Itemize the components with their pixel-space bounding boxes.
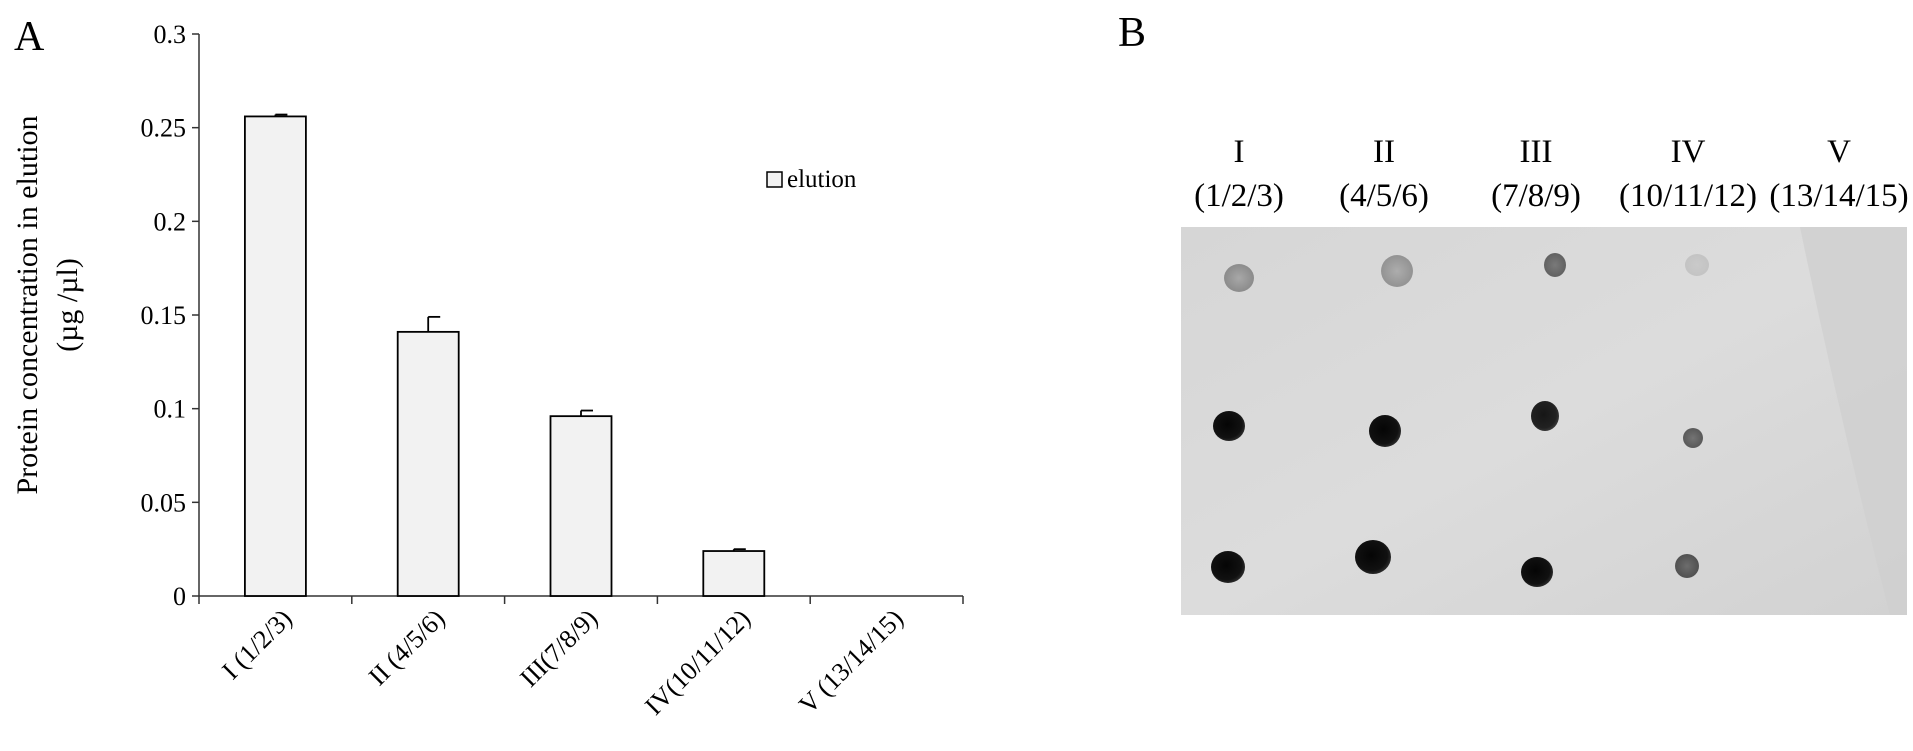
y-tick-label: 0.2	[154, 207, 187, 236]
y-axis-label: Protein concentration in elution (µg /µl…	[11, 115, 84, 494]
legend: elution	[766, 166, 857, 193]
blot-dot	[1224, 264, 1254, 292]
y-tick-label: 0.15	[141, 301, 187, 330]
x-tick-label: IV(10/11/12)	[639, 604, 756, 721]
x-tick-label: III(7/8/9)	[514, 604, 603, 693]
lane-numeral: V	[1827, 134, 1851, 170]
lane-numeral: IV	[1671, 134, 1706, 170]
dot-blot-membrane	[1181, 227, 1907, 615]
y-tick-label: 0.3	[154, 20, 187, 49]
legend-swatch	[766, 171, 783, 188]
blot-dot	[1213, 411, 1245, 441]
bar	[549, 415, 613, 597]
lane-numeral: III	[1520, 134, 1553, 170]
blot-dot	[1521, 557, 1553, 587]
bars	[243, 113, 766, 597]
bar	[396, 330, 460, 597]
y-tick-label: 0.25	[141, 114, 187, 143]
y-axis-label-line2: (µg /µl)	[51, 258, 84, 352]
panel-a-label: A	[14, 14, 45, 60]
membrane-shadow	[1800, 227, 1907, 615]
x-axis	[198, 595, 964, 604]
lane-fractions: (7/8/9)	[1491, 178, 1581, 214]
y-axis-label-line1: Protein concentration in elution	[11, 115, 44, 494]
lane-fractions: (13/14/15)	[1769, 178, 1908, 214]
bar	[702, 550, 766, 597]
bar	[243, 115, 307, 597]
y-axis: 0 0.05 0.1 0.15 0.2 0.25 0.3	[141, 20, 200, 611]
blot-dot	[1531, 401, 1559, 431]
x-tick-labels: I (1/2/3) II (4/5/6) III(7/8/9) IV(10/11/12…	[216, 604, 908, 721]
lane-numeral: II	[1373, 134, 1395, 170]
blot-dot	[1685, 254, 1709, 276]
y-tick-label: 0	[173, 582, 186, 611]
blot-dot	[1544, 253, 1566, 277]
dot-blot-lane-labels: I (1/2/3) II (4/5/6) III (7/8/9) IV (10/11/12) V…	[1194, 134, 1909, 214]
lane-fractions: (1/2/3)	[1194, 178, 1284, 214]
lane-fractions: (10/11/12)	[1619, 178, 1757, 214]
x-tick-label: V (13/14/15)	[793, 604, 909, 720]
lane-numeral: I	[1234, 134, 1245, 170]
lane-fractions: (4/5/6)	[1339, 178, 1429, 214]
blot-dot	[1355, 540, 1391, 574]
panel-b-label: B	[1118, 10, 1146, 56]
bar-chart: Protein concentration in elution (µg /µl…	[11, 20, 964, 721]
y-tick-label: 0.1	[154, 395, 187, 424]
x-tick-label: I (1/2/3)	[216, 604, 297, 685]
blot-dot	[1211, 551, 1245, 583]
y-tick-label: 0.05	[141, 488, 187, 517]
blot-dot	[1675, 554, 1699, 578]
x-tick-label: II (4/5/6)	[363, 604, 450, 691]
blot-dot	[1683, 428, 1703, 448]
blot-dot	[1369, 415, 1401, 447]
blot-dot	[1381, 255, 1413, 287]
legend-label: elution	[787, 166, 857, 193]
